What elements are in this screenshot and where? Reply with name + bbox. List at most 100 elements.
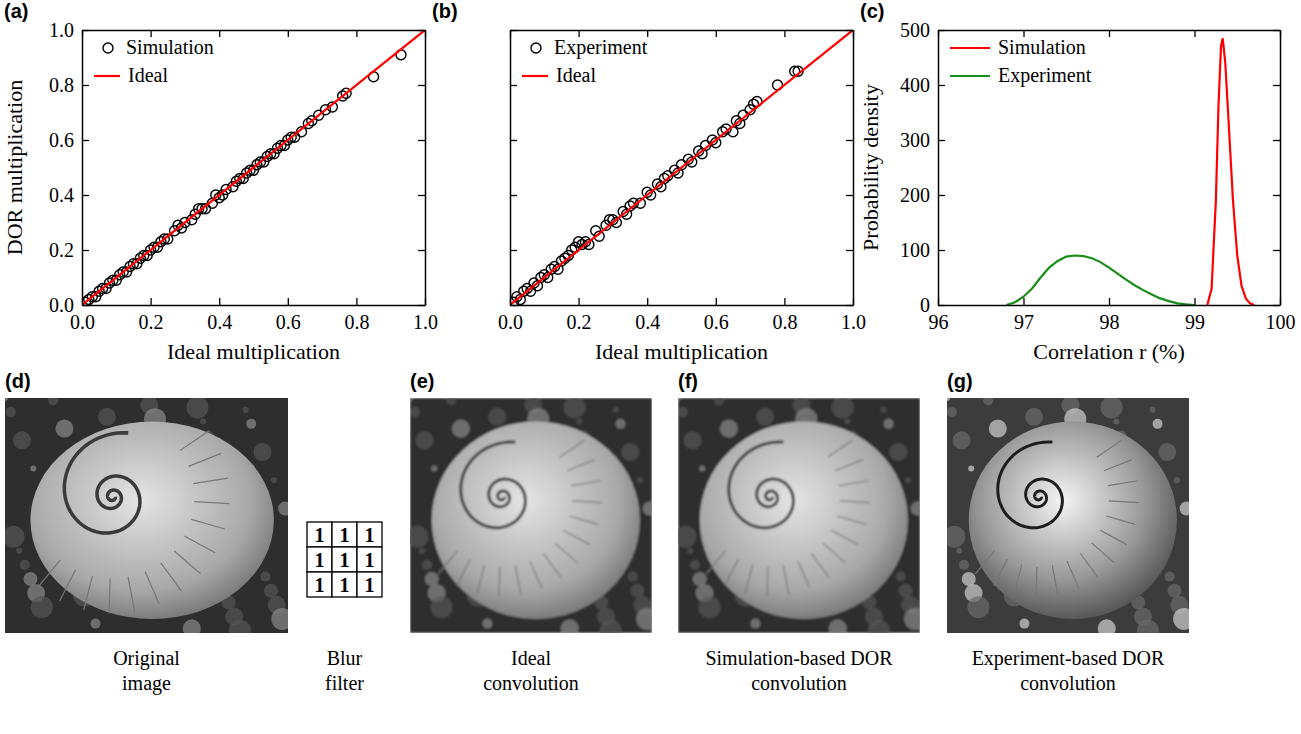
shell-line [515, 565, 521, 594]
tick-label: 0.4 [635, 311, 660, 333]
tick [219, 30, 220, 37]
y-axis-title: DOR multiplication [2, 80, 27, 255]
tick-label: 0.0 [49, 294, 74, 316]
image-texture [832, 398, 854, 418]
data-line [510, 30, 853, 305]
image-texture [968, 466, 974, 472]
image-texture [699, 466, 705, 472]
tick-mark [418, 85, 425, 86]
image-texture [446, 398, 456, 405]
filter-value: 1 [340, 549, 350, 571]
filter-value: 1 [365, 574, 375, 596]
tick-mark [1273, 140, 1280, 141]
tick [647, 30, 648, 37]
tick-mark [938, 30, 945, 31]
image-texture [616, 419, 626, 429]
panel-label: (c) [860, 0, 884, 22]
tick [846, 85, 853, 86]
image-texture [684, 431, 702, 449]
tick-mark [716, 30, 717, 37]
tick [1273, 85, 1280, 86]
tick: 500 [900, 19, 945, 41]
image-texture [953, 431, 971, 449]
image-texture [419, 548, 425, 554]
shell-line [994, 559, 1008, 586]
image-background [678, 398, 920, 633]
filter-value: 1 [315, 574, 325, 596]
image-texture [628, 572, 638, 582]
image-texture [844, 419, 850, 425]
shell [700, 422, 908, 619]
tick-mark [82, 140, 89, 141]
data-line [1207, 38, 1254, 305]
tick-mark [510, 195, 517, 196]
shell-line [811, 553, 829, 577]
image-texture [271, 608, 288, 630]
tick-mark [938, 85, 945, 86]
tick [510, 140, 517, 141]
image-texture [422, 560, 432, 570]
shell-line [498, 567, 500, 597]
legend-label: Simulation [126, 36, 214, 58]
axis-line [853, 31, 855, 306]
shell-line [766, 567, 768, 597]
shell-line [1104, 460, 1132, 471]
tick-label: 1.0 [49, 19, 74, 41]
legend: Simulation Ideal [94, 36, 214, 86]
tick [784, 30, 785, 37]
tick [510, 305, 517, 306]
tick: 0.8 [49, 74, 89, 96]
tick-label: 0.8 [49, 74, 74, 96]
image-content [947, 398, 1189, 633]
legend-marker [103, 43, 113, 53]
y-axis: 0100200300400500 [900, 19, 945, 316]
image-texture [690, 560, 700, 570]
legend-label: Simulation [998, 36, 1086, 58]
image-texture [98, 408, 116, 426]
tick: 0.6 [276, 298, 301, 333]
tick-mark [418, 140, 425, 141]
image-texture [947, 526, 965, 548]
filter-value: 1 [315, 524, 325, 546]
axis-line [425, 31, 427, 306]
shell-line [555, 543, 578, 563]
image-texture [410, 526, 428, 548]
tick-mark [418, 30, 425, 31]
shell-line [184, 536, 215, 553]
tick-mark [1194, 30, 1195, 37]
image [5, 398, 288, 633]
image-texture [1173, 608, 1189, 630]
image-texture [904, 608, 920, 630]
image-content [5, 398, 288, 633]
legend-label: Ideal [128, 64, 168, 86]
tick [1273, 195, 1280, 196]
image-texture [91, 619, 101, 629]
image-texture [962, 572, 976, 586]
image-texture [6, 407, 16, 417]
shell-line [109, 579, 110, 614]
tick-mark [938, 195, 945, 196]
tick-label: 0.2 [139, 311, 164, 333]
filter-value: 1 [365, 549, 375, 571]
tick-label: 0.2 [49, 239, 74, 261]
shell-line [191, 519, 225, 529]
tick-mark [846, 140, 853, 141]
tick [846, 250, 853, 251]
shell-line [128, 577, 135, 611]
image [410, 398, 652, 633]
shell-line [1106, 516, 1135, 524]
tick [1195, 30, 1196, 37]
tick: 0.2 [139, 298, 164, 333]
shell-line [839, 481, 869, 486]
image-texture [829, 619, 847, 633]
image-texture [1150, 407, 1156, 413]
shell-line [477, 565, 484, 594]
shell-line [1067, 561, 1079, 589]
tick-label: 98 [1100, 311, 1120, 333]
image-texture [1158, 443, 1176, 461]
tick-mark [1109, 30, 1110, 37]
image-texture [1180, 501, 1189, 515]
tick-mark [150, 298, 151, 305]
tick [1273, 140, 1280, 141]
shell [432, 422, 640, 619]
